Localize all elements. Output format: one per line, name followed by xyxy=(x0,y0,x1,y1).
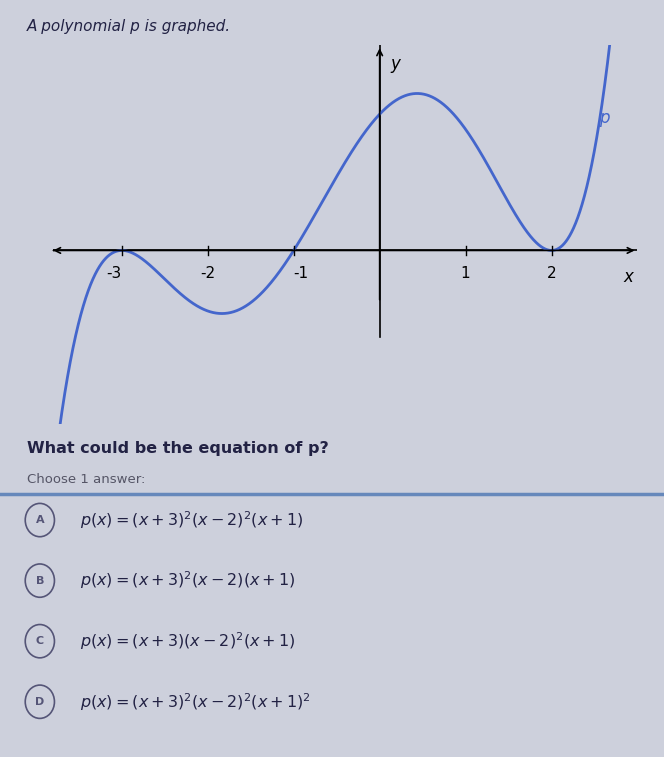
Text: y: y xyxy=(390,55,400,73)
Text: -2: -2 xyxy=(201,266,215,281)
Text: C: C xyxy=(36,636,44,646)
Text: -1: -1 xyxy=(293,266,309,281)
Text: $p(x) = (x+3)(x-2)^2(x+1)$: $p(x) = (x+3)(x-2)^2(x+1)$ xyxy=(80,631,295,652)
Text: -3: -3 xyxy=(107,266,122,281)
Text: Choose 1 answer:: Choose 1 answer: xyxy=(27,473,145,486)
Text: $p(x) = (x+3)^2(x-2)(x+1)$: $p(x) = (x+3)^2(x-2)(x+1)$ xyxy=(80,570,295,591)
Text: A polynomial p is graphed.: A polynomial p is graphed. xyxy=(27,19,230,34)
Text: A: A xyxy=(36,515,44,525)
Text: 2: 2 xyxy=(546,266,556,281)
Text: $p(x) = (x+3)^2(x-2)^2(x+1)^2$: $p(x) = (x+3)^2(x-2)^2(x+1)^2$ xyxy=(80,691,310,712)
Text: 1: 1 xyxy=(461,266,470,281)
Text: What could be the equation of p?: What could be the equation of p? xyxy=(27,441,328,456)
Text: D: D xyxy=(35,696,44,707)
Text: x: x xyxy=(624,268,633,286)
Text: $p(x) = (x+3)^2(x-2)^2(x+1)$: $p(x) = (x+3)^2(x-2)^2(x+1)$ xyxy=(80,509,303,531)
Text: p: p xyxy=(599,109,610,127)
Text: B: B xyxy=(36,575,44,586)
